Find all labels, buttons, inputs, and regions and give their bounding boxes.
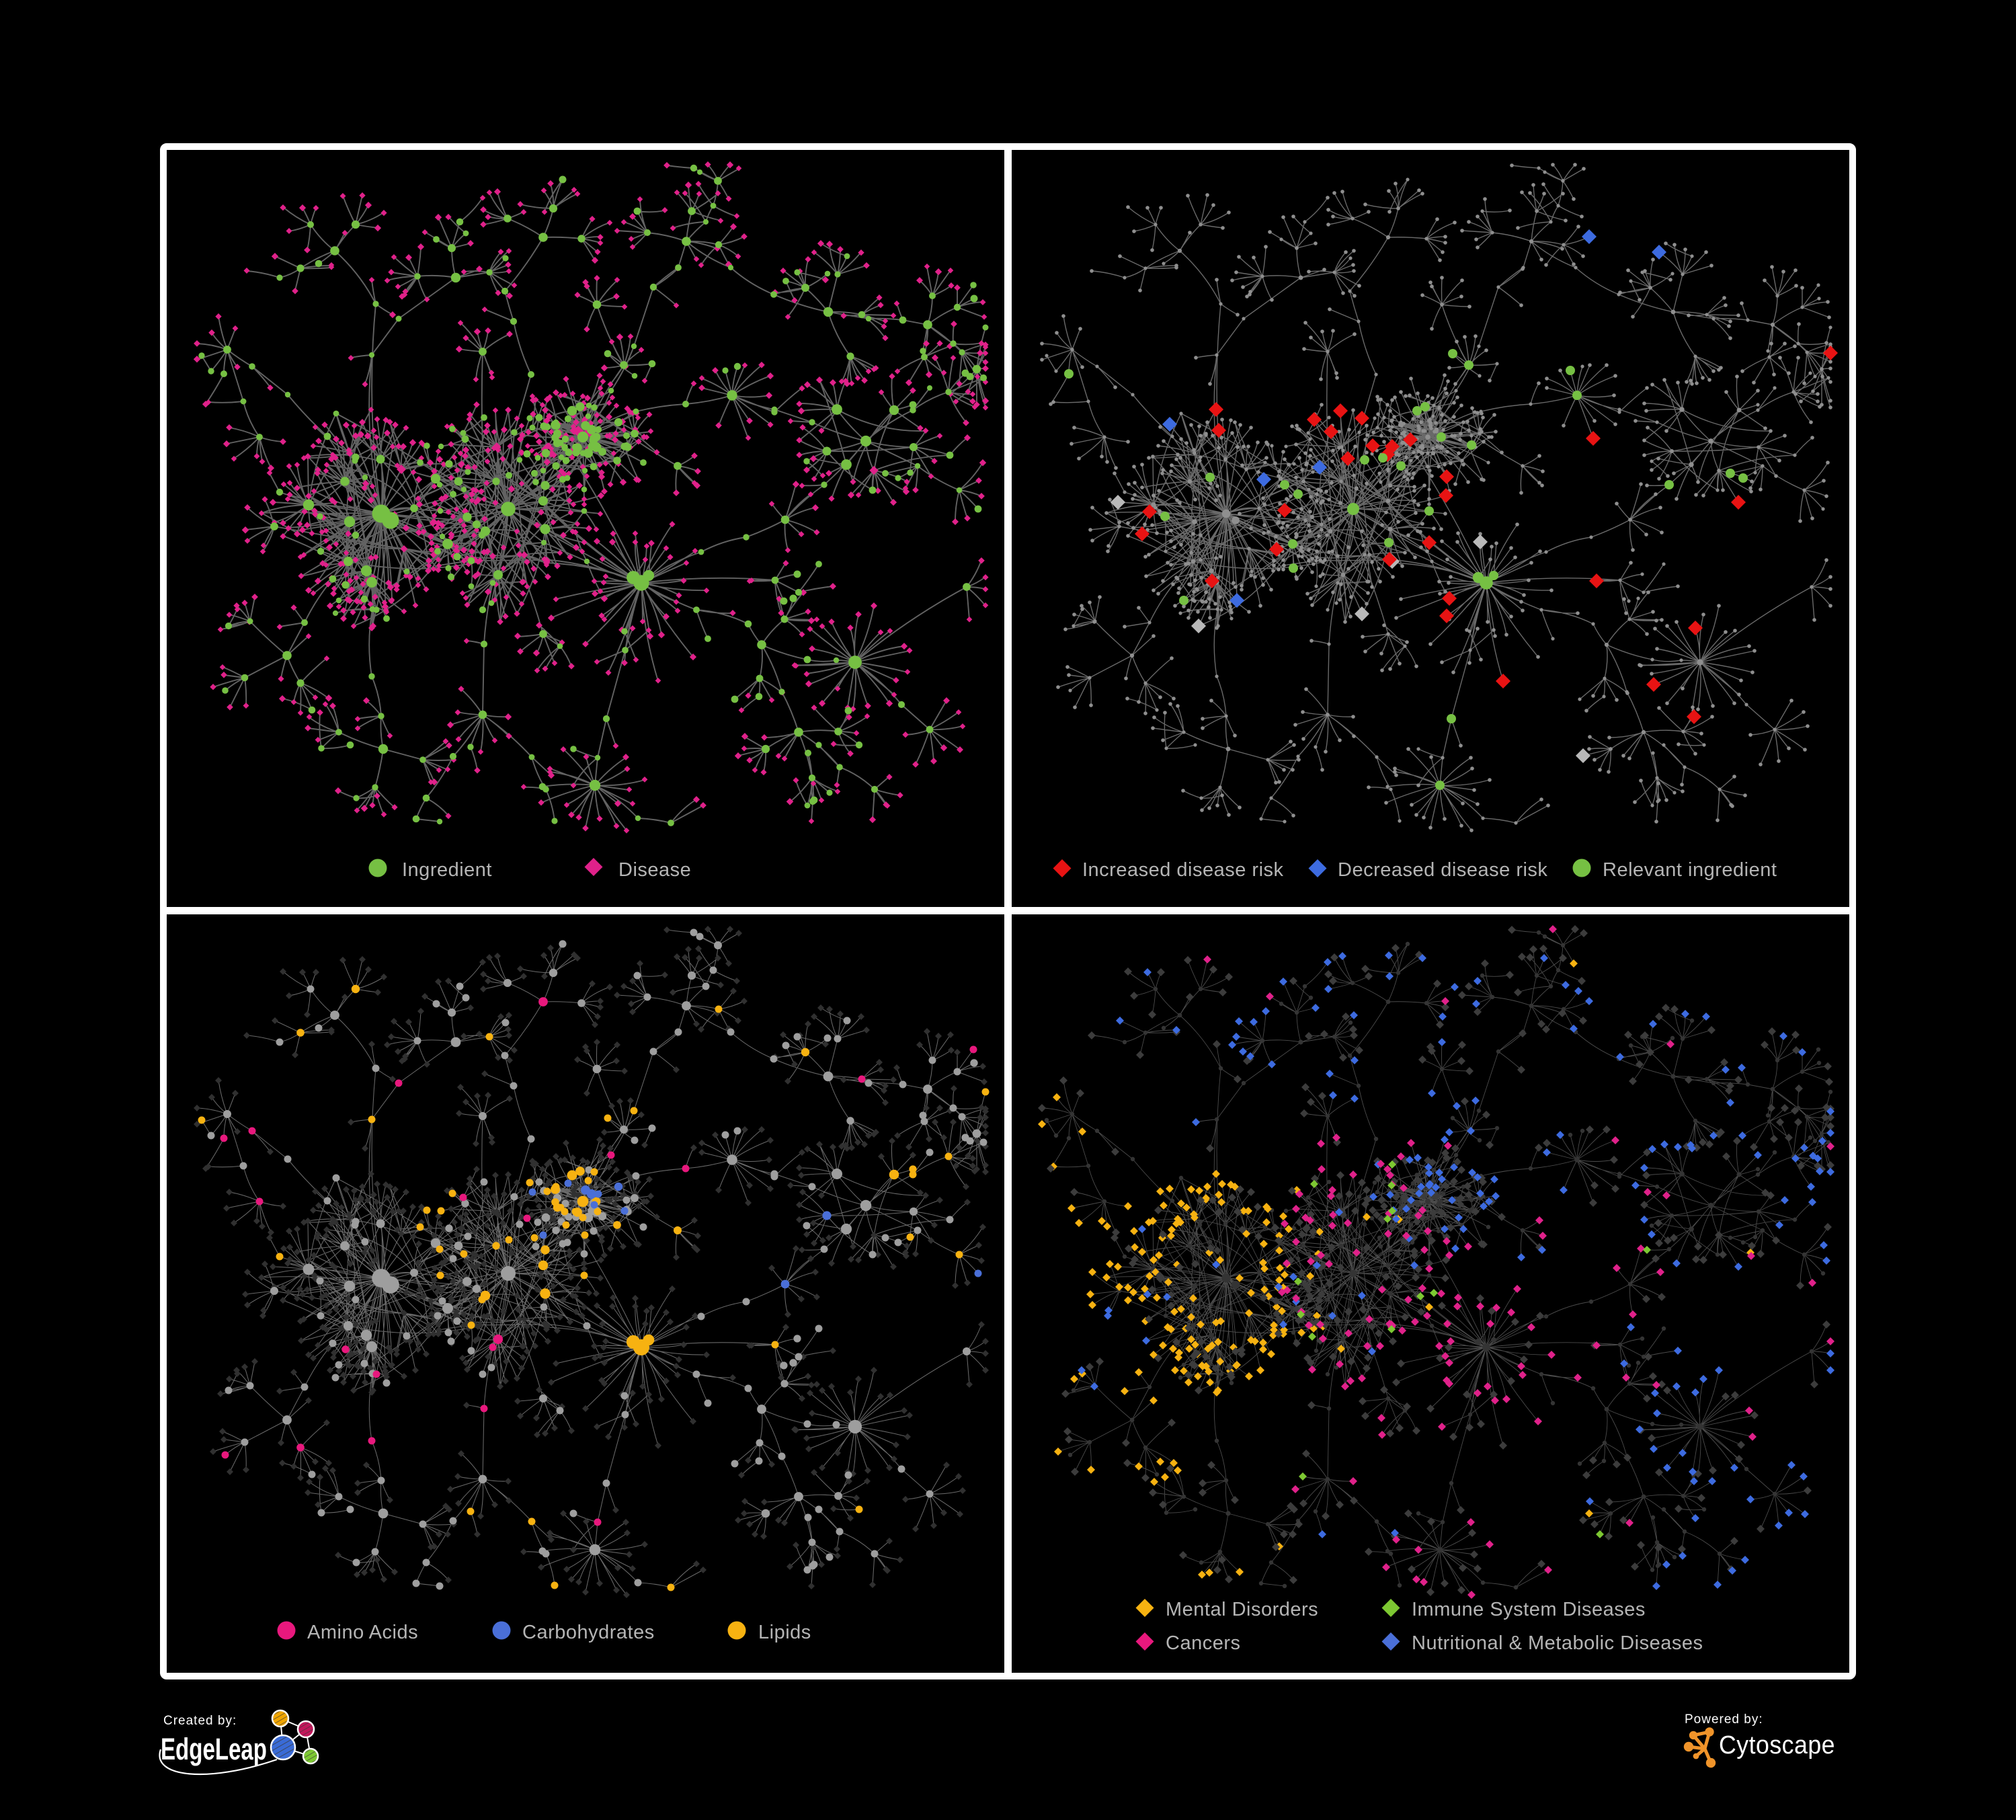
- svg-text:Powered by:: Powered by:: [1685, 1712, 1763, 1727]
- svg-text:Disease: Disease: [618, 859, 691, 881]
- svg-text:Mental Disorders: Mental Disorders: [1166, 1599, 1318, 1620]
- svg-text:Decreased disease risk: Decreased disease risk: [1338, 859, 1547, 881]
- svg-text:Increased disease risk: Increased disease risk: [1082, 859, 1284, 881]
- svg-text:Carbohydrates: Carbohydrates: [522, 1622, 655, 1643]
- svg-text:Created by:: Created by:: [163, 1714, 237, 1728]
- svg-text:Immune System Diseases: Immune System Diseases: [1412, 1599, 1646, 1620]
- svg-text:Cancers: Cancers: [1166, 1632, 1241, 1654]
- svg-text:EdgeLeap: EdgeLeap: [161, 1732, 267, 1766]
- svg-text:Amino Acids: Amino Acids: [307, 1622, 418, 1643]
- svg-text:Cytoscape: Cytoscape: [1719, 1731, 1835, 1759]
- svg-text:Ingredient: Ingredient: [402, 859, 492, 881]
- svg-text:Nutritional & Metabolic Diseas: Nutritional & Metabolic Diseases: [1412, 1632, 1703, 1654]
- svg-text:Lipids: Lipids: [758, 1622, 811, 1643]
- svg-text:Relevant ingredient: Relevant ingredient: [1603, 859, 1777, 881]
